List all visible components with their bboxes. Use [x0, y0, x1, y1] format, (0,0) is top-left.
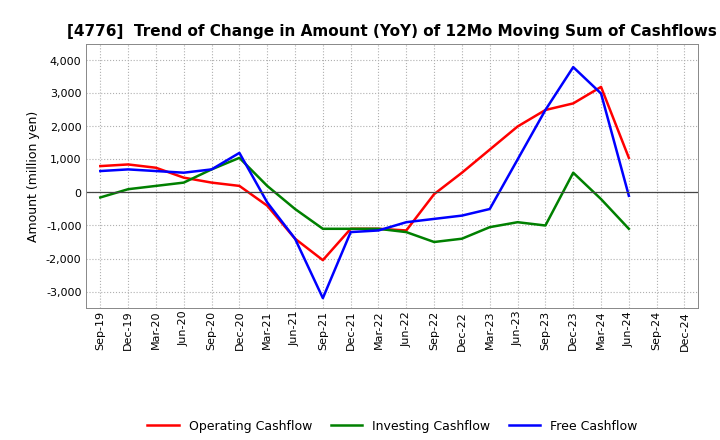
Free Cashflow	[179, 170, 188, 175]
Operating Cashflow	[179, 175, 188, 180]
Operating Cashflow	[597, 84, 606, 90]
Investing Cashflow	[402, 230, 410, 235]
Investing Cashflow	[179, 180, 188, 185]
Line: Free Cashflow: Free Cashflow	[100, 67, 629, 298]
Free Cashflow	[541, 107, 550, 113]
Line: Operating Cashflow: Operating Cashflow	[100, 87, 629, 260]
Investing Cashflow	[152, 183, 161, 188]
Free Cashflow	[263, 200, 271, 205]
Free Cashflow	[569, 64, 577, 70]
Investing Cashflow	[318, 226, 327, 231]
Free Cashflow	[207, 167, 216, 172]
Operating Cashflow	[458, 170, 467, 175]
Free Cashflow	[458, 213, 467, 218]
Investing Cashflow	[124, 187, 132, 192]
Free Cashflow	[152, 169, 161, 174]
Investing Cashflow	[235, 155, 243, 161]
Free Cashflow	[485, 206, 494, 212]
Free Cashflow	[291, 236, 300, 241]
Free Cashflow	[402, 220, 410, 225]
Operating Cashflow	[152, 165, 161, 170]
Operating Cashflow	[624, 155, 633, 161]
Free Cashflow	[624, 193, 633, 198]
Free Cashflow	[124, 167, 132, 172]
Free Cashflow	[235, 150, 243, 156]
Legend: Operating Cashflow, Investing Cashflow, Free Cashflow: Operating Cashflow, Investing Cashflow, …	[143, 414, 642, 437]
Investing Cashflow	[207, 167, 216, 172]
Free Cashflow	[96, 169, 104, 174]
Free Cashflow	[430, 216, 438, 221]
Operating Cashflow	[569, 101, 577, 106]
Investing Cashflow	[430, 239, 438, 245]
Free Cashflow	[513, 157, 522, 162]
Operating Cashflow	[541, 107, 550, 113]
Investing Cashflow	[458, 236, 467, 241]
Operating Cashflow	[263, 203, 271, 209]
Investing Cashflow	[541, 223, 550, 228]
Free Cashflow	[597, 91, 606, 96]
Operating Cashflow	[374, 226, 383, 231]
Title: [4776]  Trend of Change in Amount (YoY) of 12Mo Moving Sum of Cashflows: [4776] Trend of Change in Amount (YoY) o…	[68, 24, 717, 39]
Operating Cashflow	[235, 183, 243, 188]
Investing Cashflow	[263, 183, 271, 188]
Operating Cashflow	[513, 124, 522, 129]
Free Cashflow	[346, 230, 355, 235]
Operating Cashflow	[124, 162, 132, 167]
Investing Cashflow	[374, 226, 383, 231]
Operating Cashflow	[402, 228, 410, 233]
Investing Cashflow	[485, 224, 494, 230]
Investing Cashflow	[96, 195, 104, 200]
Operating Cashflow	[430, 191, 438, 197]
Y-axis label: Amount (million yen): Amount (million yen)	[27, 110, 40, 242]
Investing Cashflow	[569, 170, 577, 175]
Free Cashflow	[318, 296, 327, 301]
Line: Investing Cashflow: Investing Cashflow	[100, 158, 629, 242]
Operating Cashflow	[346, 226, 355, 231]
Free Cashflow	[374, 228, 383, 233]
Operating Cashflow	[291, 236, 300, 241]
Operating Cashflow	[207, 180, 216, 185]
Investing Cashflow	[346, 226, 355, 231]
Investing Cashflow	[291, 206, 300, 212]
Investing Cashflow	[513, 220, 522, 225]
Operating Cashflow	[318, 257, 327, 263]
Investing Cashflow	[597, 196, 606, 202]
Operating Cashflow	[96, 163, 104, 169]
Operating Cashflow	[485, 147, 494, 152]
Investing Cashflow	[624, 226, 633, 231]
